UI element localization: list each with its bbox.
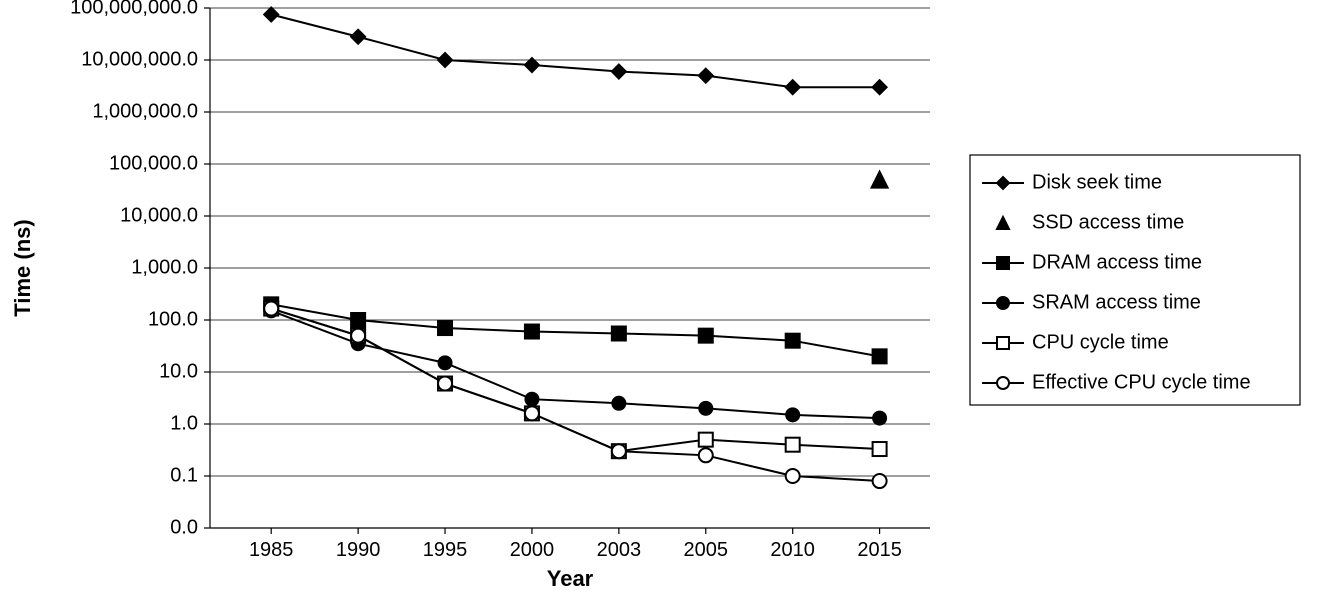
legend-label: SSD access time xyxy=(1032,211,1184,233)
y-tick-label: 1,000.0 xyxy=(131,256,198,278)
y-tick-label: 10.0 xyxy=(159,360,198,382)
legend-label: Effective CPU cycle time xyxy=(1032,371,1251,393)
y-tick-label: 1,000,000.0 xyxy=(92,100,198,122)
memory-hierarchy-chart: 100,000,000.0 10,000,000.0 1,000,000.0 100,… xyxy=(0,0,1330,609)
y-tick-label: 100.0 xyxy=(148,308,198,330)
y-tick-label: 10,000.0 xyxy=(120,204,198,226)
legend-label: Disk seek time xyxy=(1032,171,1162,193)
y-axis-title: Time (ns) xyxy=(10,219,35,316)
y-tick-label: 100,000.0 xyxy=(109,152,198,174)
legend-label: SRAM access time xyxy=(1032,291,1201,313)
x-tick-label: 1990 xyxy=(336,539,381,561)
y-tick-label: 100,000,000.0 xyxy=(70,0,198,18)
x-tick-label: 1985 xyxy=(249,539,294,561)
x-tick-label: 2015 xyxy=(857,539,902,561)
x-tick-label: 2010 xyxy=(770,539,815,561)
x-tick-label: 2000 xyxy=(510,539,555,561)
y-tick-label: 1.0 xyxy=(170,412,198,434)
y-tick-label: 0.1 xyxy=(170,464,198,486)
x-axis-title: Year xyxy=(547,566,594,591)
y-tick-label: 10,000,000.0 xyxy=(81,48,198,70)
x-tick-label: 2003 xyxy=(597,539,642,561)
y-tick-label: 0.0 xyxy=(170,516,198,538)
x-tick-label: 1995 xyxy=(423,539,468,561)
legend-label: DRAM access time xyxy=(1032,251,1202,273)
legend-label: CPU cycle time xyxy=(1032,331,1169,353)
x-tick-label: 2005 xyxy=(684,539,729,561)
